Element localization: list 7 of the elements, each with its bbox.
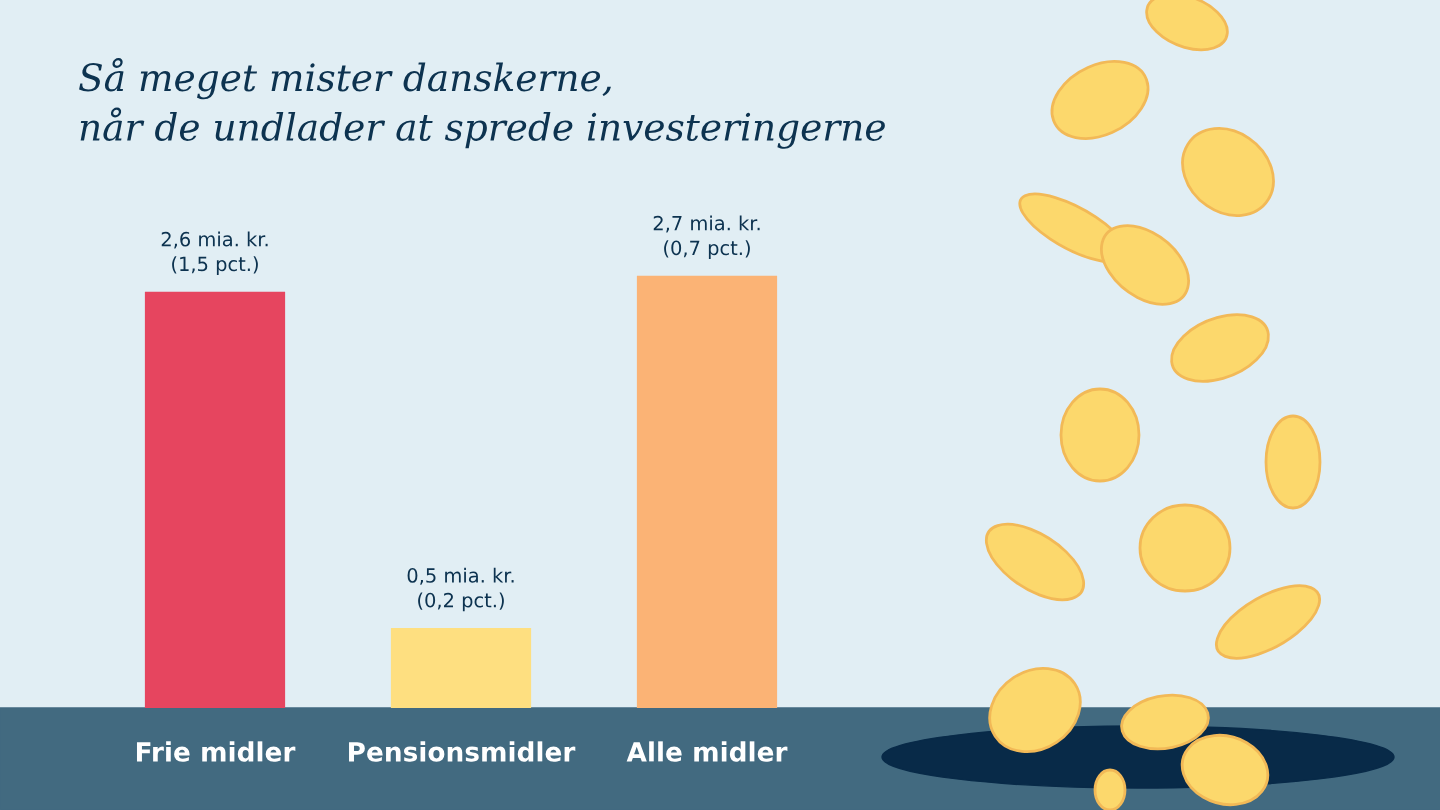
x-tick-label: Alle midler	[626, 741, 788, 762]
data-label: 2,7 mia. kr. (0,7 pct.)	[653, 215, 760, 259]
x-tick-label: Frie midler	[136, 741, 296, 762]
data-label: 2,6 mia. kr. (1,5 pct.)	[161, 231, 268, 276]
data-label: 0,5 mia. kr. (0,2 pct.)	[407, 567, 514, 612]
x-tick-label: Pensionsmidler	[349, 741, 576, 762]
chart-title: Så meget mister danskerne, når de undlader at sprede investeringerne	[79, 58, 885, 149]
